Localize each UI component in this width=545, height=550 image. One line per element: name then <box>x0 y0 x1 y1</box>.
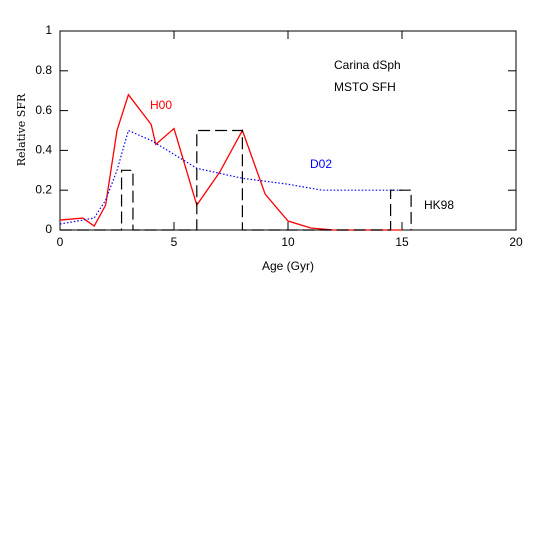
x-tick-label: 20 <box>509 235 523 249</box>
x-tick-label: 5 <box>171 235 178 249</box>
y-tick-label: 0.4 <box>35 143 52 157</box>
y-tick-label: 0 <box>45 222 52 236</box>
y-tick-label: 0.8 <box>35 63 52 77</box>
series-line <box>59 93 402 231</box>
x-tick-label: 0 <box>57 235 64 249</box>
annotation: MSTO SFH <box>334 80 396 94</box>
y-tick-label: 0.6 <box>35 103 52 117</box>
series-line <box>59 129 402 225</box>
y-axis-label: Relative SFR <box>15 93 28 166</box>
x-tick-label: 10 <box>281 235 295 249</box>
series-label: D02 <box>310 157 332 171</box>
series-label: H00 <box>150 98 172 112</box>
y-tick-label: 1 <box>45 23 52 37</box>
y-tick-label: 0.2 <box>35 182 52 196</box>
series-line <box>60 129 412 231</box>
x-axis-label: Age (Gyr) <box>262 259 314 273</box>
series-label: HK98 <box>424 198 454 212</box>
annotation: Carina dSph <box>334 58 401 72</box>
x-tick-label: 15 <box>395 235 409 249</box>
